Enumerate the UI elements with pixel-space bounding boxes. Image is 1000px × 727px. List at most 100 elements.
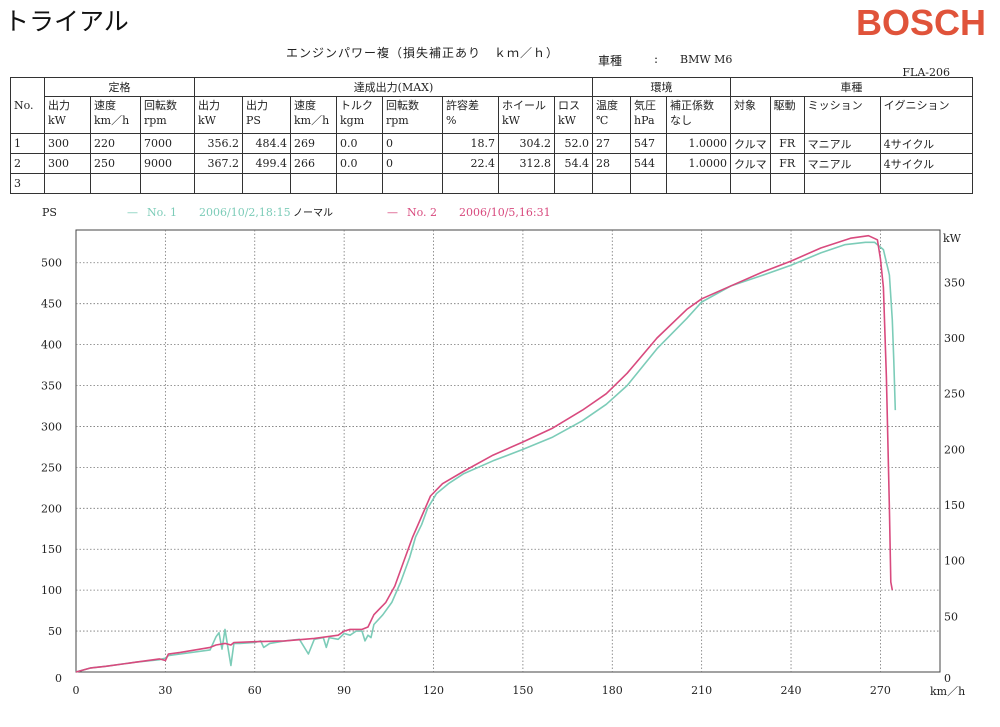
table-cell: 9000 xyxy=(140,153,195,174)
table-cell: 54.4 xyxy=(554,153,593,174)
column-header: トルク kgm xyxy=(336,96,383,134)
y-tick-label-left: 500 xyxy=(41,257,62,270)
table-cell xyxy=(879,173,973,194)
table-cell xyxy=(630,173,667,194)
chart-axes: 0 30 60 90 120 150 180 210 240 270 0 50 100 150 200 250… xyxy=(41,206,965,698)
table-cell: 0.0 xyxy=(336,153,383,174)
y-tick-label-right: 0 xyxy=(944,672,951,685)
table-cell xyxy=(382,173,443,194)
group-achieved-output: 達成出力(MAX) xyxy=(194,77,593,97)
table-cell xyxy=(290,173,337,194)
group-environment: 環境 xyxy=(592,77,731,97)
chart-series xyxy=(75,234,897,673)
table-cell: 0 xyxy=(382,153,443,174)
table-cell: 27 xyxy=(592,133,631,154)
report-subtitle: エンジンパワー複（損失補正あり ｋｍ／ｈ） xyxy=(286,46,560,60)
table-cell: 250 xyxy=(90,153,141,174)
table-cell: 266 xyxy=(290,153,337,174)
col-no: No. xyxy=(10,77,45,134)
column-header: 駆動 xyxy=(769,96,805,134)
y-tick-label-left: 200 xyxy=(41,502,62,515)
legend-marker: — xyxy=(387,206,398,219)
column-header: 気圧 hPa xyxy=(630,96,667,134)
table-cell: マニアル xyxy=(803,133,881,154)
table-cell: 544 xyxy=(630,153,667,174)
car-model-value: BMW M6 xyxy=(680,53,733,66)
x-tick-label: 120 xyxy=(423,684,444,697)
table-cell: FR xyxy=(769,133,805,154)
legend-date: 2006/10/2,18:15 xyxy=(199,206,291,219)
table-cell xyxy=(90,173,141,194)
table-cell xyxy=(194,173,243,194)
y-tick-label-right: 350 xyxy=(944,276,965,289)
results-table: No. 定格 達成出力(MAX) 環境 車種 出力 kW 速度 km／h 回転数 rpm 出… xyxy=(10,77,973,194)
table-cell xyxy=(336,173,383,194)
table-cell: 18.7 xyxy=(442,133,499,154)
series-line-no1 xyxy=(75,241,897,673)
legend-marker: — xyxy=(127,206,138,219)
car-model-label: 車種 xyxy=(598,54,623,68)
plot-frame xyxy=(75,229,941,673)
table-cell: クルマ xyxy=(730,133,771,154)
table-cell xyxy=(769,173,805,194)
table-group-row: No. 定格 達成出力(MAX) 環境 車種 xyxy=(10,77,973,134)
table-cell: 220 xyxy=(90,133,141,154)
y-tick-label-left: 50 xyxy=(48,625,62,638)
table-cell: 1.0000 xyxy=(666,153,731,174)
y-tick-label-right: 250 xyxy=(944,388,965,401)
column-header: 出力 kW xyxy=(44,96,91,134)
column-header: 出力 PS xyxy=(242,96,291,134)
table-cell: FR xyxy=(769,153,805,174)
y-tick-label-right: 200 xyxy=(944,443,965,456)
table-cell: 547 xyxy=(630,133,667,154)
table-cell: 1 xyxy=(10,133,45,154)
table-cell: 1.0000 xyxy=(666,133,731,154)
column-header: ロス kW xyxy=(554,96,593,134)
table-header-row: 出力 kW 速度 km／h 回転数 rpm 出力 kW 出力 PS 速度 km／h トルク kgm 回転数 r… xyxy=(11,96,973,134)
x-tick-label: 180 xyxy=(602,684,623,697)
legend-name: No. 2 xyxy=(407,206,437,219)
y-tick-label-left: 150 xyxy=(41,543,62,556)
column-header: 許容差% xyxy=(442,96,499,134)
column-header: 速度 km／h xyxy=(90,96,141,134)
x-tick-label: 30 xyxy=(158,684,172,697)
series-line-no2 xyxy=(75,234,894,673)
form-code: FLA-206 xyxy=(902,66,950,79)
table-cell: クルマ xyxy=(730,153,771,174)
table-cell: 484.4 xyxy=(242,133,291,154)
column-header: 温度 ℃ xyxy=(592,96,631,134)
x-tick-label: 60 xyxy=(248,684,262,697)
table-cell: 367.2 xyxy=(194,153,243,174)
x-tick-label: 270 xyxy=(870,684,891,697)
column-header: 速度 km／h xyxy=(290,96,337,134)
column-header: 補正係数 なし xyxy=(666,96,731,134)
x-axis-label: km／h xyxy=(930,685,965,698)
column-header: ミッション xyxy=(803,96,881,134)
y-tick-label-left: 100 xyxy=(41,584,62,597)
y-axis-label-left: PS xyxy=(42,206,57,219)
table-row: 1 300 220 7000 356.2 484.4 269 0.0 0 18.7 304.2 52.… xyxy=(10,133,973,154)
bosch-logo: BOSCH xyxy=(855,2,986,43)
table-cell: マニアル xyxy=(803,153,881,174)
group-rating: 定格 xyxy=(44,77,195,97)
column-header: 出力 kW xyxy=(194,96,243,134)
table-cell: 356.2 xyxy=(194,133,243,154)
group-vehicle: 車種 xyxy=(730,77,973,97)
y-axis-label-right: kW xyxy=(943,232,962,245)
column-header: 回転数 rpm xyxy=(140,96,195,134)
column-header: 対象 xyxy=(730,96,771,134)
y-tick-label-left: 450 xyxy=(41,298,62,311)
y-tick-label-left: 300 xyxy=(41,420,62,433)
column-header: 回転数 rpm xyxy=(382,96,443,134)
y-tick-label-left: 250 xyxy=(41,461,62,474)
table-cell: 7000 xyxy=(140,133,195,154)
column-header: ホイール kW xyxy=(498,96,555,134)
table-row: 3 xyxy=(10,173,973,194)
table-cell: 4サイクル xyxy=(879,153,973,174)
table-cell: 300 xyxy=(44,153,91,174)
table-cell: 28 xyxy=(592,153,631,174)
table-cell: 304.2 xyxy=(498,133,555,154)
table-cell xyxy=(666,173,731,194)
table-cell xyxy=(498,173,555,194)
table-cell xyxy=(242,173,291,194)
